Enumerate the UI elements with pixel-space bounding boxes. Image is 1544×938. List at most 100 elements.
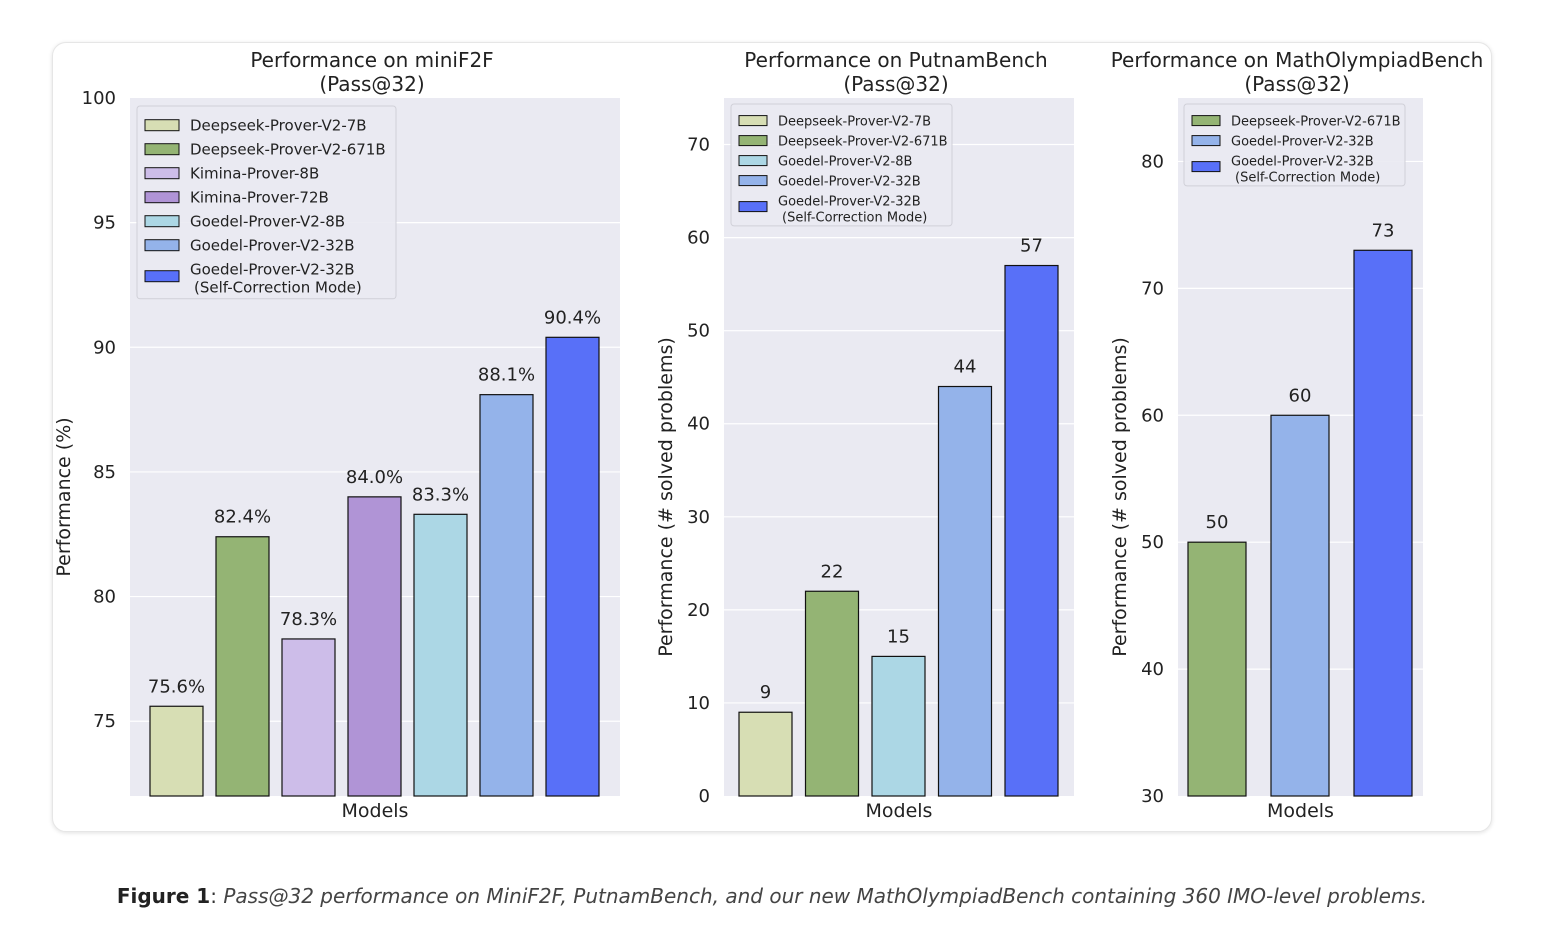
chart-3-bar xyxy=(1187,541,1247,797)
chart-2-legend-label: (Self-Correction Mode) xyxy=(782,210,927,225)
chart-1-title: Performance on miniF2F xyxy=(250,48,493,72)
chart-2-ytick-label: 30 xyxy=(687,507,710,528)
figure-caption: Figure 1: Pass@32 performance on MiniF2F… xyxy=(0,884,1544,908)
chart-1-bar xyxy=(479,394,534,797)
chart-1-ytick-label: 90 xyxy=(93,337,116,358)
chart-1-legend-swatch xyxy=(144,191,180,204)
chart-2-ytick-label: 40 xyxy=(687,414,710,435)
chart-3-ylabel: Performance (# solved problems) xyxy=(1109,337,1131,657)
chart-2-ytick-label: 50 xyxy=(687,321,710,342)
chart-3-ytick-label: 70 xyxy=(1141,278,1164,299)
chart-1-legend-label: Goedel-Prover-V2-32B xyxy=(190,237,355,255)
chart-3-legend-label: Deepseek-Prover-V2-671B xyxy=(1231,114,1401,129)
chart-2-legend-swatch xyxy=(738,155,768,167)
chart-3-ytick-label: 80 xyxy=(1141,151,1164,172)
chart-2-ytick-label: 60 xyxy=(687,228,710,249)
chart-1-legend-swatch xyxy=(144,119,180,132)
chart-2-bar xyxy=(738,711,793,797)
chart-1-ylabel: Performance (%) xyxy=(53,417,75,576)
chart-1-ytick-label: 100 xyxy=(82,88,116,109)
chart-3-ytick-label: 60 xyxy=(1141,405,1164,426)
chart-2-data-label: 9 xyxy=(760,682,771,703)
chart-2-legend-swatch xyxy=(738,135,768,147)
chart-1-data-label: 83.3% xyxy=(412,484,469,505)
chart-3-ytick-label: 50 xyxy=(1141,532,1164,553)
chart-1-legend-label: Deepseek-Prover-V2-671B xyxy=(190,141,386,159)
chart-1-legend-label: Deepseek-Prover-V2-7B xyxy=(190,117,367,135)
chart-1-ytick-label: 80 xyxy=(93,587,116,608)
chart-2-legend-label: Goedel-Prover-V2-8B xyxy=(778,154,912,169)
chart-2-ytick-label: 70 xyxy=(687,135,710,156)
chart-2-subtitle: (Pass@32) xyxy=(843,72,948,96)
chart-2-legend-label: Deepseek-Prover-V2-7B xyxy=(778,114,931,129)
chart-1-bar xyxy=(149,705,204,797)
chart-1-bar xyxy=(281,638,336,797)
chart-3-legend-label: (Self-Correction Mode) xyxy=(1235,170,1380,185)
chart-1-legend-label: Kimina-Prover-8B xyxy=(190,165,319,183)
chart-1-legend xyxy=(136,105,397,300)
chart-3-xlabel: Models xyxy=(1267,800,1334,822)
chart-2-ytick-label: 0 xyxy=(699,786,710,807)
chart-2-data-label: 22 xyxy=(821,561,844,582)
chart-1-data-label: 78.3% xyxy=(280,609,337,630)
chart-1-legend-label: Goedel-Prover-V2-32B xyxy=(190,261,355,279)
chart-2-legend-label: Goedel-Prover-V2-32B xyxy=(778,194,921,209)
chart-1-bar xyxy=(347,496,402,797)
chart-2-ytick-label: 10 xyxy=(687,693,710,714)
chart-3-bar xyxy=(1270,414,1330,797)
chart-2-data-label: 15 xyxy=(887,626,910,647)
chart-3-legend xyxy=(1183,103,1406,187)
chart-1-legend-swatch xyxy=(144,215,180,228)
caption-separator: : xyxy=(210,884,224,908)
chart-2-data-label: 44 xyxy=(954,357,977,378)
chart-3-legend-swatch xyxy=(1191,161,1221,173)
chart-3-data-label: 60 xyxy=(1289,385,1312,406)
chart-1-subtitle: (Pass@32) xyxy=(319,72,424,96)
chart-1-ytick-label: 85 xyxy=(93,462,116,483)
chart-1-bar xyxy=(215,536,270,797)
chart-2-bar xyxy=(1004,264,1059,797)
figure-charts: 758085909510075.6%82.4%78.3%84.0%83.3%88… xyxy=(53,48,1484,822)
chart-1-data-label: 90.4% xyxy=(544,307,601,328)
chart-2-legend-label: Deepseek-Prover-V2-671B xyxy=(778,134,948,149)
chart-1-data-label: 88.1% xyxy=(478,365,535,386)
chart-1-data-label: 75.6% xyxy=(148,676,205,697)
chart-3-title: Performance on MathOlympiadBench xyxy=(1111,48,1484,72)
chart-2-legend-swatch xyxy=(738,115,768,127)
chart-1-ytick-label: 75 xyxy=(93,711,116,732)
chart-2-ytick-label: 20 xyxy=(687,600,710,621)
chart-2-legend xyxy=(730,103,953,227)
chart-1-data-label: 84.0% xyxy=(346,467,403,488)
chart-2-bar xyxy=(937,385,993,797)
caption-text: Pass@32 performance on MiniF2F, PutnamBe… xyxy=(223,884,1428,908)
chart-1-legend-label: Goedel-Prover-V2-8B xyxy=(190,213,345,231)
chart-1-xlabel: Models xyxy=(342,800,409,822)
chart-3-legend-swatch xyxy=(1191,115,1221,127)
chart-2-xlabel: Models xyxy=(866,800,933,822)
chart-3-legend-label: Goedel-Prover-V2-32B xyxy=(1231,134,1374,149)
chart-1-legend-swatch xyxy=(144,239,180,252)
chart-1-ytick-label: 95 xyxy=(93,213,116,234)
chart-2-legend-label: Goedel-Prover-V2-32B xyxy=(778,174,921,189)
chart-2-legend-swatch xyxy=(738,175,768,187)
chart-1-bar xyxy=(413,513,468,797)
chart-2-data-label: 57 xyxy=(1020,236,1043,257)
chart-2-legend-swatch xyxy=(738,201,768,213)
chart-3-ytick-label: 40 xyxy=(1141,659,1164,680)
caption-label: Figure 1 xyxy=(116,884,211,908)
chart-1-bar xyxy=(545,336,600,797)
chart-1-legend-swatch xyxy=(144,143,180,156)
chart-3-data-label: 50 xyxy=(1206,512,1229,533)
chart-1-legend-swatch xyxy=(144,270,180,283)
chart-1-legend-label: (Self-Correction Mode) xyxy=(194,279,362,297)
chart-1-legend-swatch xyxy=(144,167,180,180)
chart-2-ylabel: Performance (# solved problems) xyxy=(655,337,677,657)
chart-3-legend-label: Goedel-Prover-V2-32B xyxy=(1231,154,1374,169)
chart-3-ytick-label: 30 xyxy=(1141,786,1164,807)
chart-1-legend-label: Kimina-Prover-72B xyxy=(190,189,329,207)
chart-3-data-label: 73 xyxy=(1372,220,1395,241)
chart-3-subtitle: (Pass@32) xyxy=(1244,72,1349,96)
chart-2-title: Performance on PutnamBench xyxy=(744,48,1047,72)
chart-1-data-label: 82.4% xyxy=(214,507,271,528)
chart-2-bar xyxy=(804,590,860,797)
